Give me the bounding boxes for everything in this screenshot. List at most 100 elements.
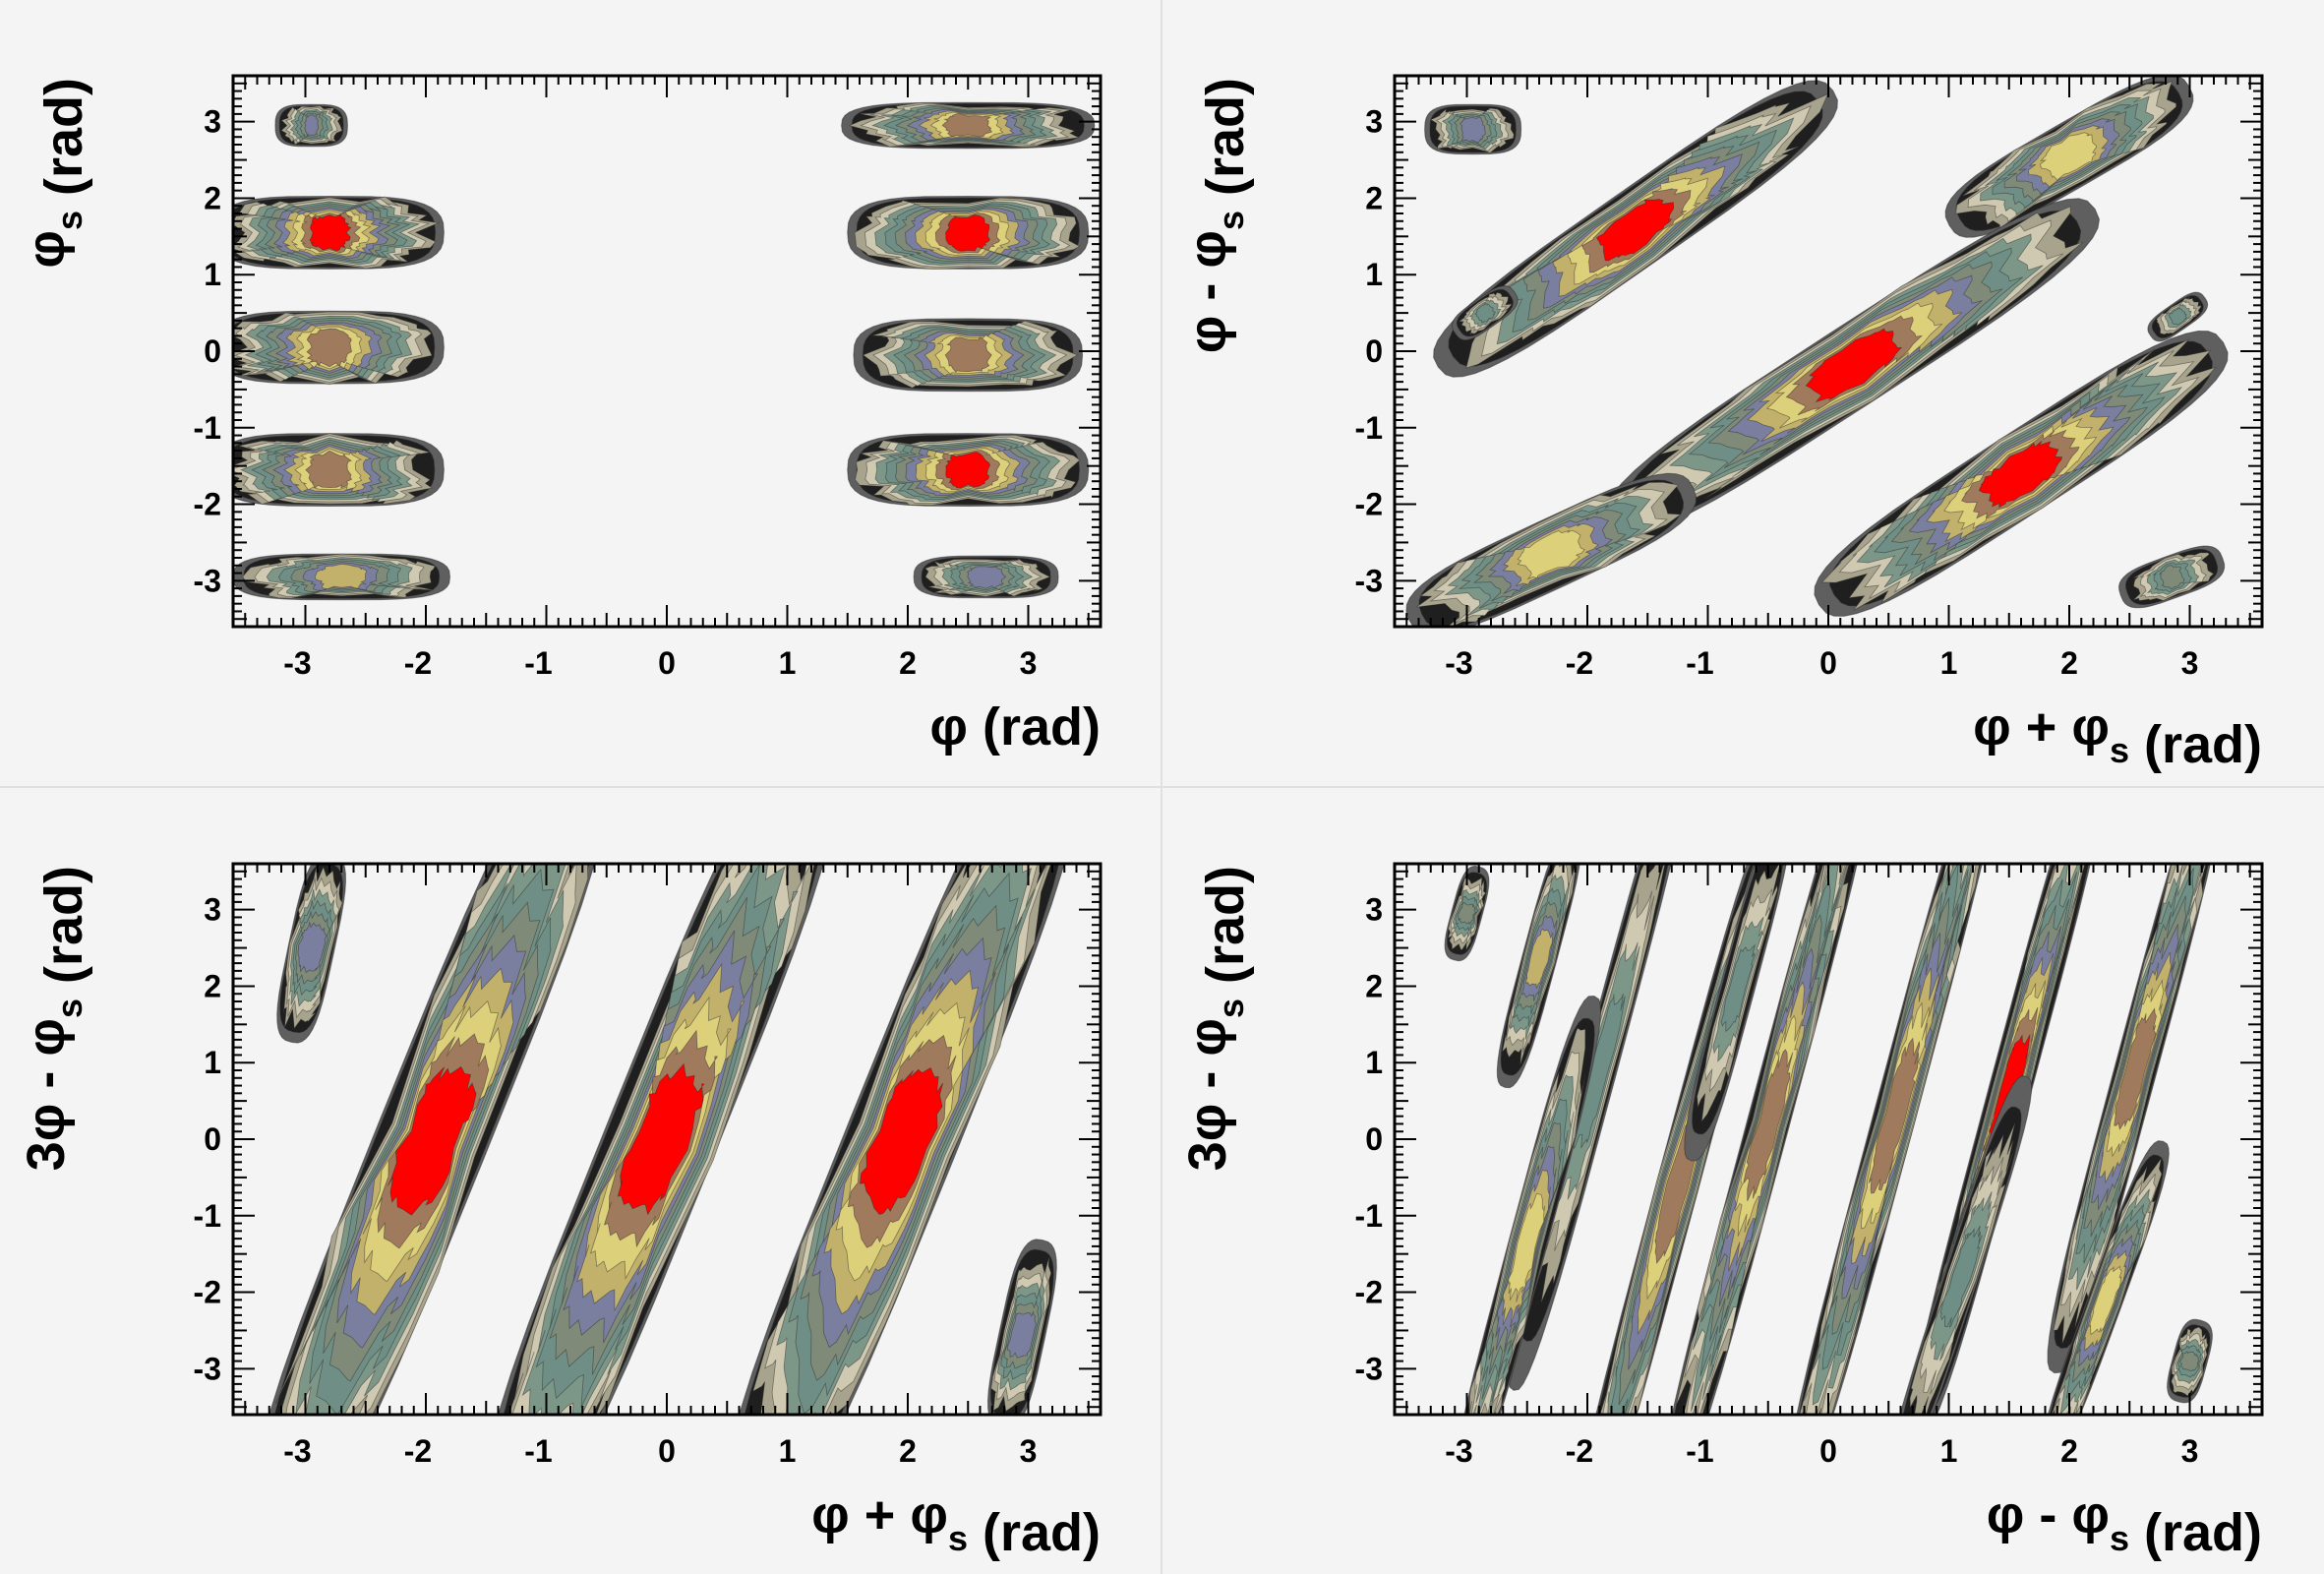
y-axis-title: 3φ - φs (rad) (1178, 866, 1255, 1171)
contour-island (1604, 198, 2101, 535)
contour-island (2047, 1140, 2170, 1415)
contour-island (2117, 545, 2226, 609)
x-tick-label: -1 (524, 1433, 552, 1469)
axis-ticks (1395, 864, 2262, 1415)
y-tick-label: -1 (194, 410, 221, 446)
y-tick-label: 1 (204, 1045, 221, 1080)
contour-island (268, 864, 595, 1415)
contour-island (913, 555, 1059, 599)
y-tick-label: 2 (1365, 968, 1383, 1003)
contour-island (1463, 995, 1602, 1415)
y-tick-label: 0 (1365, 1121, 1383, 1157)
x-tick-label: -2 (1566, 1433, 1593, 1469)
contour-island (1814, 330, 2229, 617)
axis-ticks (233, 864, 1101, 1415)
y-axis-title: φs (rad) (17, 78, 93, 269)
contour-island (233, 553, 451, 601)
contour-island (1451, 285, 1519, 341)
x-tick-label: -1 (524, 645, 552, 681)
x-tick-label: 1 (779, 1433, 797, 1469)
axis-ticks (233, 76, 1101, 627)
contour-island (1944, 76, 2194, 238)
contour-island (1444, 865, 1490, 962)
contour-island (1796, 864, 1983, 1415)
contour-island (1496, 864, 1580, 1089)
x-tick-label: 1 (779, 645, 797, 681)
y-tick-label: 3 (204, 892, 221, 928)
contour-island (739, 864, 1065, 1415)
panel-1: -3 -2 -1 0 1 2 3 -3 -2 -1 0 1 2 3 φ (rad) φs (rad) (17, 74, 1102, 757)
y-tick-label: 0 (204, 333, 221, 369)
contour-island (2047, 864, 2211, 1374)
y-tick-label: 3 (1365, 892, 1383, 928)
contour-island (986, 1239, 1057, 1415)
y-tick-label: 0 (1365, 333, 1383, 369)
y-tick-label: -3 (194, 563, 221, 598)
y-tick-label: -3 (194, 1351, 221, 1386)
contour-island (853, 318, 1084, 393)
y-tick-label: -2 (1355, 487, 1383, 522)
contour-island (1684, 864, 1787, 1162)
y-tick-label: -3 (1355, 1351, 1383, 1386)
x-tick-label: 0 (1819, 1433, 1837, 1469)
x-tick-label: -3 (1445, 645, 1472, 681)
contour-island (274, 103, 348, 148)
contour-island (276, 864, 347, 1044)
y-tick-label: 2 (1365, 180, 1383, 215)
contour-island (1671, 864, 1858, 1415)
y-tick-label: -2 (194, 487, 221, 522)
x-tick-label: -1 (1686, 645, 1713, 681)
y-tick-label: 1 (1365, 257, 1383, 292)
axis-ticks (1395, 76, 2262, 627)
y-axis-title: φ - φs (rad) (1178, 78, 1255, 353)
contour-island (841, 101, 1096, 150)
x-tick-label: -3 (283, 1433, 311, 1469)
y-tick-label: 2 (204, 968, 221, 1003)
contour-island (233, 310, 445, 386)
y-tick-label: -3 (1355, 563, 1383, 598)
y-tick-label: 3 (1365, 104, 1383, 140)
contour-island (2147, 291, 2209, 342)
x-tick-label: -2 (404, 645, 432, 681)
x-tick-label: 0 (658, 1433, 676, 1469)
contour-island (847, 195, 1090, 271)
contour-island (1424, 103, 1522, 155)
panel-2: -3 -2 -1 0 1 2 3 -3 -2 -1 0 1 2 3 φ + φs (rad) φ - φs (… (1178, 74, 2264, 774)
x-tick-label: 1 (1940, 645, 1958, 681)
x-tick-label: 2 (2060, 1433, 2078, 1469)
x-axis-title: φ (rad) (929, 697, 1101, 757)
x-tick-label: 3 (1020, 645, 1038, 681)
y-tick-label: -2 (1355, 1275, 1383, 1310)
y-tick-label: 1 (204, 257, 221, 292)
y-tick-label: 2 (204, 180, 221, 215)
contour-island (1508, 864, 1672, 1391)
x-axis-title: φ + φs (rad) (811, 1485, 1101, 1562)
x-tick-label: 0 (1819, 645, 1837, 681)
y-tick-label: 3 (204, 104, 221, 140)
contour-island (498, 864, 824, 1415)
y-tick-label: -1 (1355, 410, 1383, 446)
x-tick-label: 3 (2181, 645, 2199, 681)
contour-island (233, 195, 445, 270)
x-tick-label: -2 (404, 1433, 432, 1469)
panel-3: -3 -2 -1 0 1 2 3 -3 -2 -1 0 1 2 3 φ + φs (rad) 3φ - φs … (17, 862, 1102, 1562)
contour-island (847, 433, 1090, 508)
y-tick-label: 0 (204, 1121, 221, 1157)
x-axis-title: φ - φs (rad) (1987, 1485, 2262, 1562)
x-tick-label: -3 (283, 645, 311, 681)
y-tick-label: -2 (194, 1275, 221, 1310)
x-tick-label: 0 (658, 645, 676, 681)
x-tick-label: 3 (1020, 1433, 1038, 1469)
x-tick-label: -2 (1566, 645, 1593, 681)
x-tick-label: 2 (899, 645, 917, 681)
contour-island (233, 433, 445, 508)
x-tick-label: 2 (2060, 645, 2078, 681)
x-tick-label: -3 (1445, 1433, 1472, 1469)
x-axis-title: φ + φs (rad) (1973, 697, 2262, 774)
y-axis-title: 3φ - φs (rad) (17, 866, 93, 1171)
contour-island (2167, 1318, 2213, 1404)
contour-island (1899, 1075, 2032, 1415)
contour-island (1405, 472, 1698, 627)
